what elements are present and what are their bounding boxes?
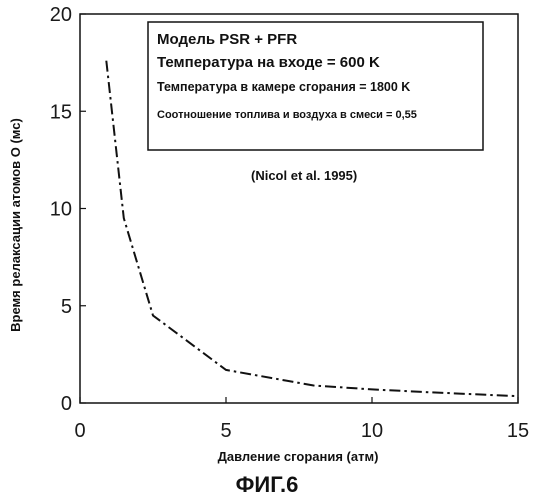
y-axis-title: Время релаксации атомов О (мс) xyxy=(8,118,23,332)
citation-annotation: (Nicol et al. 1995) xyxy=(251,168,357,183)
figure-caption: ФИГ.6 xyxy=(236,472,299,497)
x-tick-label: 5 xyxy=(220,420,231,442)
x-tick-label: 10 xyxy=(361,420,383,442)
info-line-inlet-temp: Температура на входе = 600 K xyxy=(157,54,380,71)
x-tick-label: 15 xyxy=(507,420,529,442)
y-tick-label: 20 xyxy=(50,4,72,26)
info-line-chamber-temp: Температура в камере сгорания = 1800 K xyxy=(157,80,410,94)
x-axis-title: Давление сгорания (атм) xyxy=(218,449,379,464)
y-tick-label: 5 xyxy=(61,296,72,318)
info-line-model: Модель PSR + PFR xyxy=(157,31,297,48)
y-tick-label: 0 xyxy=(61,393,72,415)
y-tick-label: 10 xyxy=(50,199,72,221)
y-tick-label: 15 xyxy=(50,101,72,123)
x-tick-label: 0 xyxy=(74,420,85,442)
info-line-fuel-air-ratio: Соотношение топлива и воздуха в смеси = … xyxy=(157,109,417,121)
